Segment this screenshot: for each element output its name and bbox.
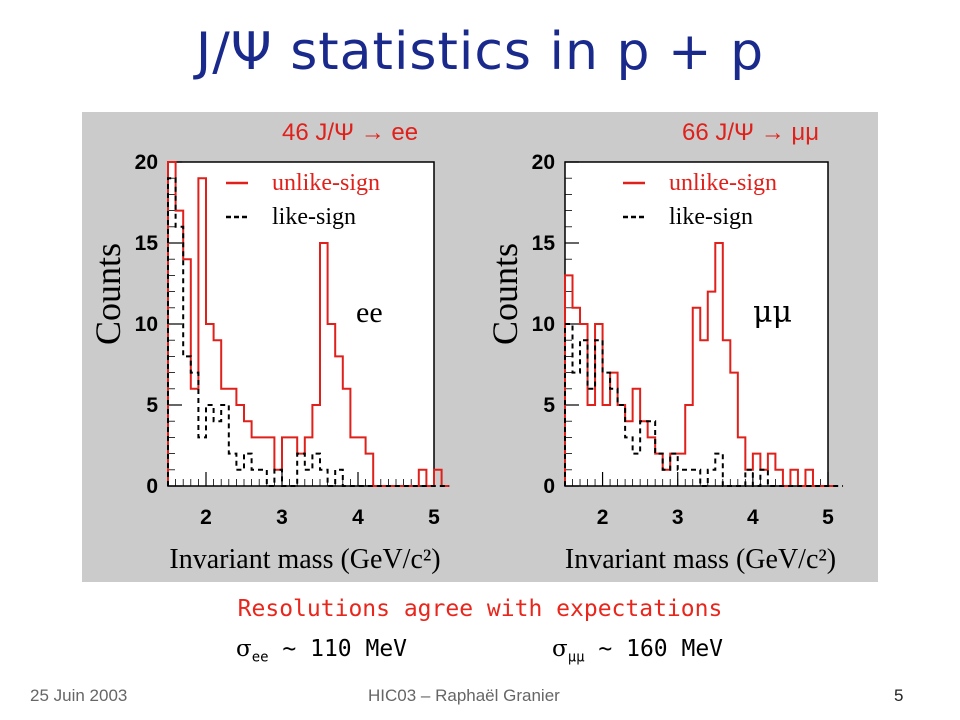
y-tick-label: 5 xyxy=(146,394,158,417)
y-tick-label: 5 xyxy=(543,394,555,417)
channel-label-0: ee xyxy=(356,296,383,329)
plot-header-1: 66 J/Ψ → μμ xyxy=(682,119,819,146)
plot-header-0: 46 J/Ψ → ee xyxy=(282,119,418,146)
like-sign-histogram-0 xyxy=(167,177,450,487)
x-tick-label: 3 xyxy=(276,506,288,529)
figure-panel: 46 J/Ψ → ee 0 5 10 15 20 2 3 4 5 unlike-sign like-s… xyxy=(82,112,878,582)
unlike-sign-histogram-1 xyxy=(564,242,836,487)
slide-title: J/Ψ statistics in p + p xyxy=(195,22,765,82)
summary-text: Resolutions agree with expectations xyxy=(237,596,723,622)
x-axis-label-0: Invariant mass (GeV/c²) xyxy=(169,544,440,575)
y-tick-label: 10 xyxy=(532,313,555,336)
channel-label-1: μμ xyxy=(753,295,792,330)
y-tick-label: 15 xyxy=(532,232,556,255)
resolution-mumu: σμμ ~ 160 MeV xyxy=(552,636,723,666)
legend-unlike-label: unlike-sign xyxy=(669,170,777,196)
like-sign-histogram-1 xyxy=(564,323,844,487)
resolution-ee-value: ~ 110 MeV xyxy=(268,636,408,662)
x-tick-label: 4 xyxy=(747,506,759,529)
x-tick-label: 2 xyxy=(200,506,212,529)
x-tick-label: 2 xyxy=(597,506,609,529)
plot-frame-1 xyxy=(564,161,829,487)
subscript-mumu: μμ xyxy=(567,649,585,666)
y-tick-label: 10 xyxy=(135,313,158,336)
x-tick-label: 5 xyxy=(822,506,834,529)
subscript-ee: ee xyxy=(251,649,269,666)
x-axis-label-1: Invariant mass (GeV/c²) xyxy=(565,544,836,575)
footer-author: HIC03 – Raphaël Granier xyxy=(368,686,560,705)
x-tick-label: 4 xyxy=(352,506,364,529)
legend-unlike-label: unlike-sign xyxy=(272,170,380,196)
resolution-ee: σee ~ 110 MeV xyxy=(236,636,407,666)
y-tick-label: 20 xyxy=(532,151,555,174)
x-tick-label: 5 xyxy=(428,506,440,529)
legend-like-label: like-sign xyxy=(669,204,753,230)
footer-date: 25 Juin 2003 xyxy=(30,686,128,705)
y-axis-label-1: Counts xyxy=(485,243,525,345)
resolution-mumu-value: ~ 160 MeV xyxy=(584,636,724,662)
y-tick-label: 0 xyxy=(543,475,555,498)
page-number: 5 xyxy=(894,686,904,705)
sigma-symbol: σ xyxy=(552,636,568,662)
legend-like-label: like-sign xyxy=(272,204,356,230)
y-tick-label: 15 xyxy=(135,232,159,255)
sigma-symbol: σ xyxy=(236,636,252,662)
y-tick-label: 0 xyxy=(146,475,158,498)
x-tick-label: 3 xyxy=(672,506,684,529)
y-axis-label-0: Counts xyxy=(88,243,128,345)
y-tick-label: 20 xyxy=(135,151,158,174)
